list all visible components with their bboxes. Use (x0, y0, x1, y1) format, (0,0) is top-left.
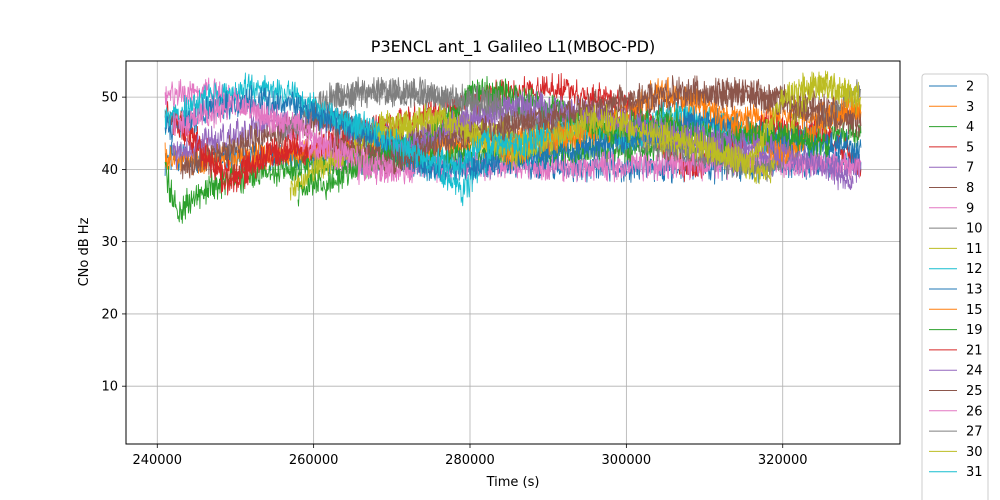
legend-label: 11 (966, 242, 983, 257)
legend-label: 27 (966, 425, 983, 440)
legend-label: 8 (966, 181, 974, 196)
legend-label: 5 (966, 140, 974, 155)
legend-label: 10 (966, 222, 983, 237)
legend-label: 13 (966, 283, 983, 298)
series-line-27 (328, 76, 502, 119)
series-line-31 (328, 102, 549, 181)
x-axis: 240000 260000 280000 300000 320000 (132, 444, 808, 468)
legend-label: 7 (966, 161, 974, 176)
x-tick-label: 280000 (445, 453, 495, 468)
y-tick-label: 50 (101, 91, 118, 106)
y-axis: 10 20 30 40 50 (101, 91, 126, 395)
legend-label: 3 (966, 100, 974, 115)
x-tick-label: 260000 (289, 453, 339, 468)
legend-label: 24 (966, 364, 983, 379)
y-axis-label: CNo dB Hz (77, 217, 92, 286)
x-tick-label: 300000 (602, 453, 652, 468)
chart-title: P3ENCL ant_1 Galileo L1(MBOC-PD) (371, 37, 655, 57)
legend-label: 2 (966, 80, 974, 95)
legend-label: 12 (966, 262, 983, 277)
series-group (164, 70, 862, 224)
x-tick-label: 320000 (758, 453, 808, 468)
y-tick-label: 10 (101, 380, 118, 395)
legend-label: 21 (966, 343, 983, 358)
legend-label: 31 (966, 465, 983, 480)
plot-area (164, 70, 862, 224)
y-tick-label: 20 (101, 307, 118, 322)
plot-frame (125, 60, 901, 445)
legend-label: 19 (966, 323, 983, 338)
legend-label: 9 (966, 201, 974, 216)
legend-label: 4 (966, 120, 974, 135)
series-line-21 (172, 110, 299, 196)
legend-box (921, 73, 989, 500)
legend-label: 30 (966, 445, 983, 460)
series-line-26 (172, 87, 393, 184)
legend-label: 26 (966, 404, 983, 419)
legend-label: 25 (966, 384, 983, 399)
legend-label: 15 (966, 303, 983, 318)
x-axis-label: Time (s) (486, 475, 540, 490)
x-tick-label: 240000 (132, 453, 182, 468)
series-line-30 (375, 70, 862, 175)
series-line-24 (391, 90, 854, 191)
y-tick-label: 40 (101, 163, 118, 178)
y-tick-label: 30 (101, 235, 118, 250)
legend: 2 3 4 5 7 8 9 10 11 12 13 15 19 21 24 25 26 27 30 31 (921, 73, 989, 500)
